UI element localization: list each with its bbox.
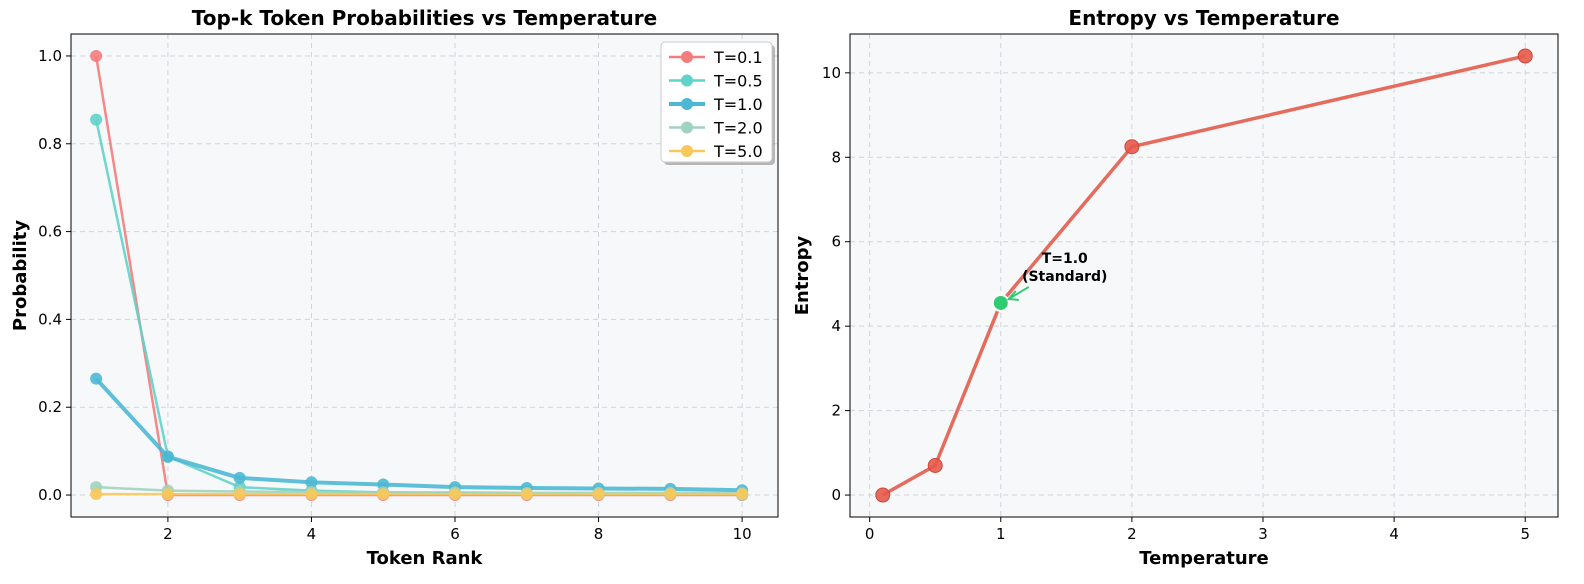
annotation-line-2: (Standard) (1022, 269, 1107, 285)
data-point (233, 488, 246, 501)
y-tick-label: 1.0 (38, 47, 62, 65)
y-tick-label: 2 (831, 402, 841, 420)
series-line (96, 485, 743, 495)
series-entropy (875, 48, 1533, 503)
y-tick-label: 8 (831, 148, 841, 166)
data-point (520, 488, 533, 501)
legend-swatch-marker (681, 121, 693, 134)
data-point (90, 488, 103, 501)
y-tick-label: 4 (831, 317, 841, 335)
legend-label: T=0.1 (713, 48, 763, 67)
annotation-arrowhead (1006, 290, 1019, 301)
legend-label: T=5.0 (713, 142, 763, 161)
legend-entry: T=0.5 (669, 72, 763, 91)
annotation-line-1: T=1.0 (1042, 251, 1088, 267)
series-t-5-0 (90, 488, 749, 501)
x-ticks: 2 4 6 8 10 (163, 517, 752, 543)
gridlines (850, 34, 1558, 517)
x-tick-label: 4 (307, 525, 317, 543)
data-point (592, 488, 605, 501)
x-tick-label: 5 (1520, 525, 1530, 543)
data-point (90, 49, 103, 62)
legend-swatch-marker (681, 145, 693, 157)
x-tick-label: 8 (594, 525, 604, 543)
legend-entry: T=1.0 (669, 95, 763, 114)
annotation: T=1.0 (Standard) (1006, 251, 1107, 301)
data-point (377, 488, 390, 501)
y-tick-label: 0.4 (38, 310, 62, 328)
data-point (161, 488, 174, 501)
legend-label: T=2.0 (713, 119, 763, 138)
x-tick-label: 0 (865, 525, 875, 543)
y-tick-label: 0 (831, 486, 841, 504)
annotation-arrow (1008, 286, 1030, 300)
data-point (305, 476, 318, 489)
probability-chart: 2 4 6 8 10 0.0 0.2 0.4 0.6 0.8 1.0 Top-k Token Pr… (10, 6, 779, 569)
y-tick-label: 10 (822, 64, 841, 82)
data-point (305, 488, 318, 501)
series-line (94, 377, 743, 493)
y-tick-label: 0.8 (38, 135, 62, 153)
y-tick-label: 6 (831, 233, 841, 251)
chart-title: Top-k Token Probabilities vs Temperature (192, 6, 657, 30)
series-group (875, 48, 1533, 503)
x-axis-label: Temperature (1139, 548, 1268, 569)
chart-title: Entropy vs Temperature (1068, 6, 1339, 30)
plot-frame (849, 33, 1559, 518)
y-axis-label: Probability (10, 220, 31, 331)
legend-swatch-marker (681, 98, 693, 110)
x-tick-label: 1 (996, 525, 1006, 543)
y-ticks: 0.0 0.2 0.4 0.6 0.8 1.0 (38, 47, 71, 504)
legend: T=0.1 T=0.5 T=1.0 T=2.0 T=5.0 (660, 41, 775, 165)
data-point (664, 488, 677, 501)
legend-swatch-marker (681, 51, 693, 63)
y-axis-label: Entropy (792, 235, 813, 315)
y-tick-label: 0.2 (38, 398, 62, 416)
legend-label: T=0.5 (713, 72, 763, 91)
plot-area (71, 34, 778, 517)
entropy-chart: 0 1 2 3 4 5 0 2 4 6 8 10 Entropy vs Temperature Te… (792, 6, 1559, 569)
y-ticks: 0 2 4 6 8 10 (822, 64, 850, 504)
x-tick-label: 10 (733, 525, 752, 543)
data-point (1124, 139, 1140, 155)
data-point (90, 113, 103, 126)
x-tick-label: 4 (1389, 525, 1399, 543)
series-group (90, 49, 749, 502)
x-tick-label: 3 (1258, 525, 1268, 543)
data-point (736, 488, 749, 501)
x-tick-label: 2 (1127, 525, 1137, 543)
plot-area (850, 34, 1558, 517)
legend-entry: T=2.0 (669, 119, 763, 138)
legend-entry: T=5.0 (669, 142, 763, 161)
x-axis-label: Token Rank (367, 548, 484, 569)
y-tick-label: 0.6 (38, 223, 62, 241)
legend-swatch-marker (681, 74, 693, 87)
x-ticks: 0 1 2 3 4 5 (865, 517, 1530, 543)
plot-frame (70, 33, 779, 518)
data-point (449, 488, 462, 501)
x-tick-label: 6 (450, 525, 460, 543)
legend-label: T=1.0 (713, 95, 763, 114)
data-point (1517, 48, 1533, 64)
x-tick-label: 2 (163, 525, 173, 543)
legend-entry: T=0.1 (669, 48, 763, 67)
data-point (90, 372, 103, 385)
data-point (875, 487, 891, 503)
data-point (233, 471, 246, 484)
highlight-point (991, 293, 1010, 312)
data-point (161, 450, 174, 463)
data-point (927, 457, 943, 473)
y-tick-label: 0.0 (38, 486, 62, 504)
